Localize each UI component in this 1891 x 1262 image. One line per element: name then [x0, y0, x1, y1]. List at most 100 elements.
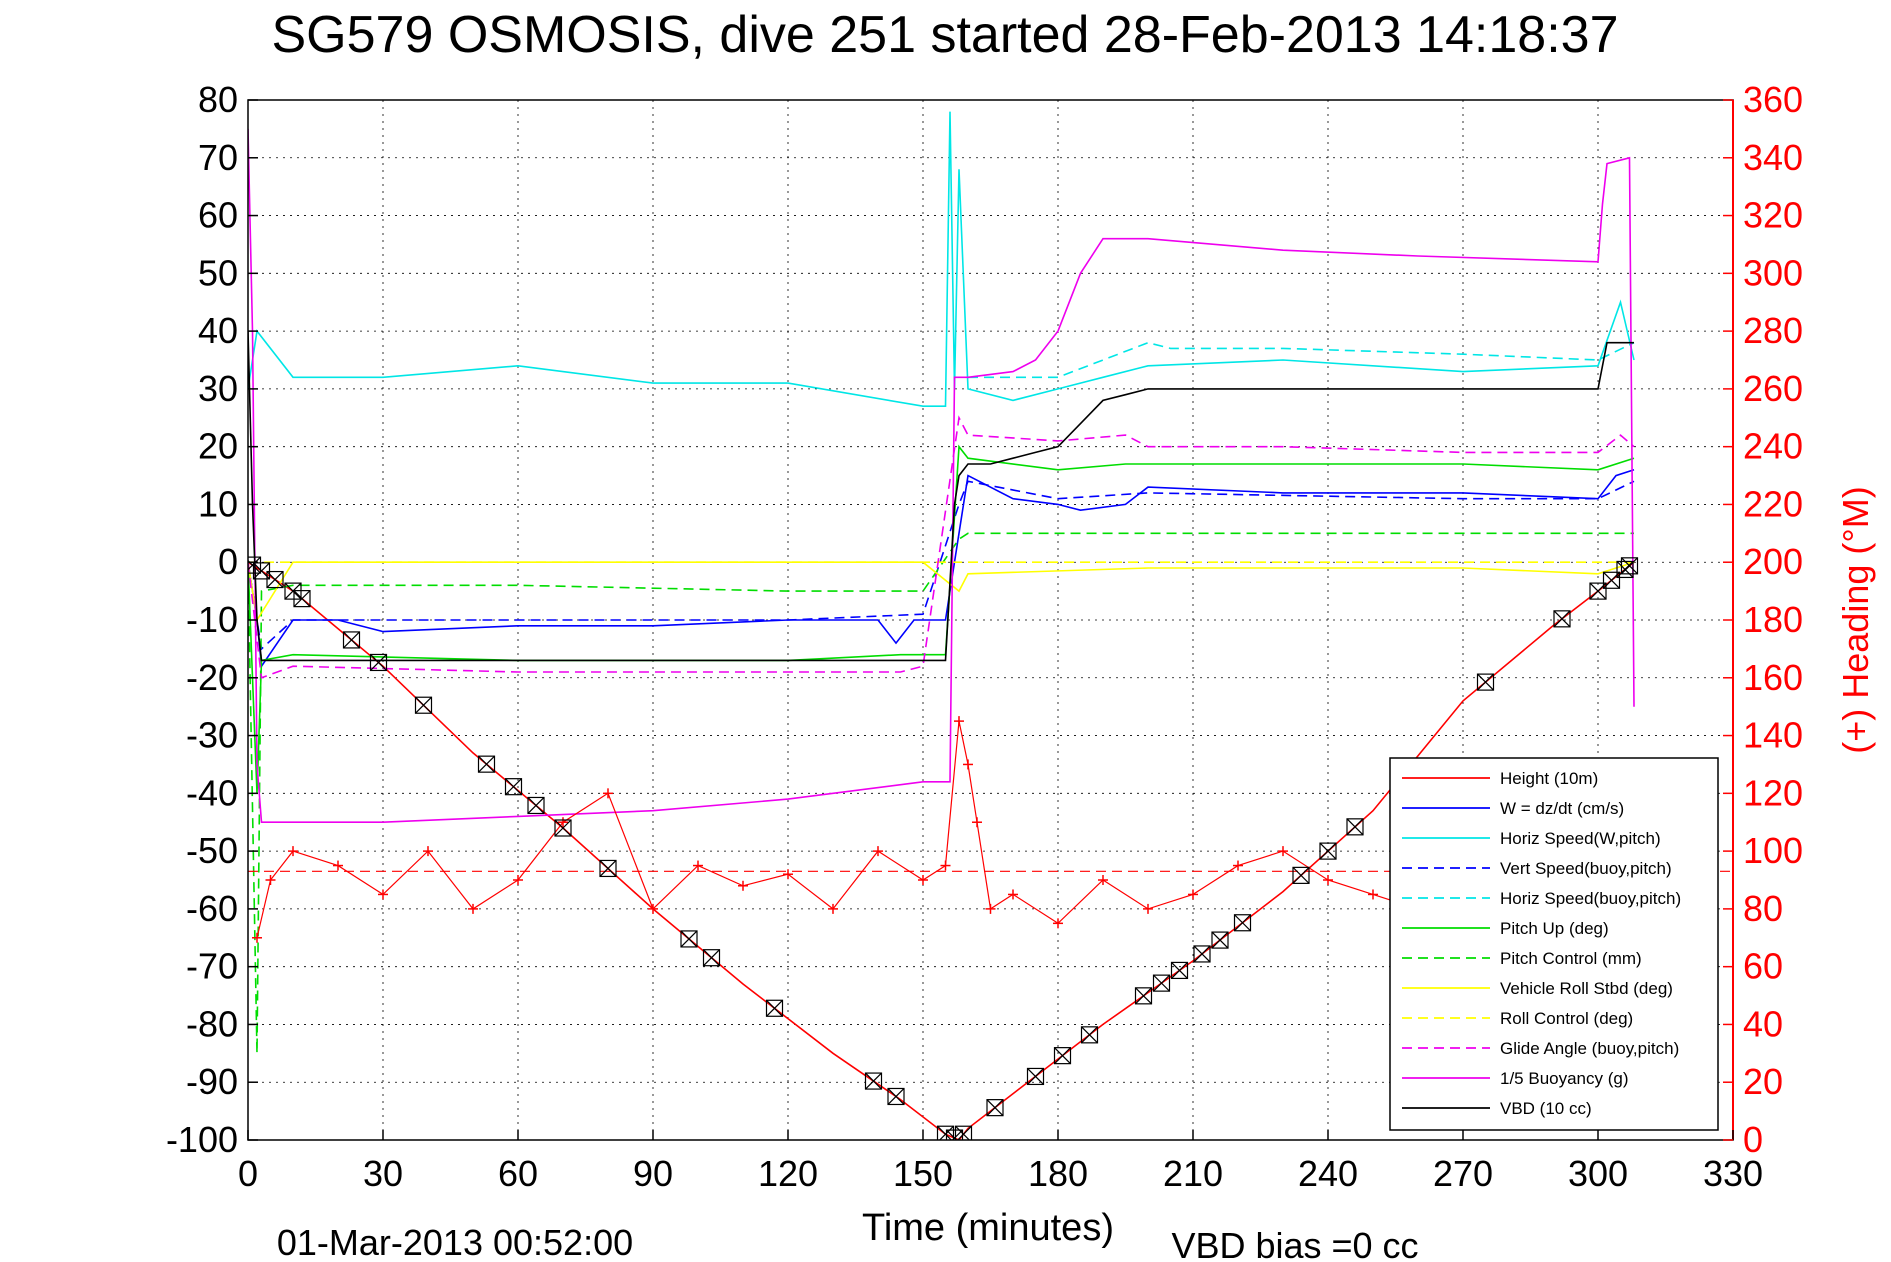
y-axis-right-ticks: 3603403203002802602402202001801601401201… [1723, 79, 1803, 1160]
y-left-tick-label: -100 [166, 1119, 238, 1160]
legend-label: W = dz/dt (cm/s) [1500, 799, 1624, 818]
profile-marker [1620, 557, 1639, 575]
y-left-tick-label: 0 [218, 541, 238, 582]
heading-point [333, 860, 343, 871]
y-right-tick-label: 120 [1743, 772, 1803, 813]
heading-point [1368, 889, 1378, 900]
heading-point [1233, 860, 1243, 871]
y-left-tick-label: 80 [198, 79, 238, 120]
series-vbd-10-cc [248, 331, 1634, 662]
y-right-tick-label: 100 [1743, 830, 1803, 871]
heading-point [918, 875, 928, 885]
legend-entry: Horiz Speed(W,pitch) [1402, 829, 1661, 848]
profile-marker [1346, 818, 1364, 836]
profile-marker [765, 999, 784, 1017]
y-right-tick-label: 200 [1743, 541, 1803, 582]
heading-point [378, 889, 388, 900]
legend-entry: 1/5 Buoyancy (g) [1402, 1069, 1629, 1088]
legend-label: Vert Speed(buoy,pitch) [1500, 859, 1672, 878]
profile-marker [504, 778, 523, 796]
y-left-tick-label: 40 [198, 310, 238, 351]
legend-entry: Vehicle Roll Stbd (deg) [1402, 979, 1673, 998]
profile-marker [887, 1087, 905, 1106]
heading-point [1053, 918, 1063, 929]
heading-point [1098, 875, 1108, 885]
heading-point [1143, 903, 1153, 914]
y-right-tick-label: 60 [1743, 946, 1783, 987]
heading-point [265, 875, 276, 885]
profile-marker [1053, 1047, 1072, 1065]
heading-point [940, 860, 951, 871]
x-tick-label: 180 [1028, 1153, 1088, 1194]
heading-point [423, 846, 433, 857]
legend-entry: Pitch Control (mm) [1402, 949, 1642, 968]
y-left-tick-label: 10 [198, 483, 238, 524]
heading-point [603, 788, 613, 799]
heading-point [1323, 875, 1333, 885]
profile-marker [1134, 987, 1153, 1005]
y-right-tick-label: 320 [1743, 195, 1803, 236]
heading-point [513, 875, 523, 885]
heading-point [738, 880, 748, 891]
profile-marker [1233, 914, 1252, 932]
y-right-tick-label: 240 [1743, 426, 1803, 467]
heading-point [693, 860, 703, 871]
y-left-tick-label: -10 [186, 599, 238, 640]
profile-marker [248, 556, 262, 574]
x-tick-label: 0 [238, 1153, 258, 1194]
legend-label: Glide Angle (buoy,pitch) [1500, 1039, 1679, 1058]
profile-marker [1193, 945, 1211, 963]
legend-label: Roll Control (deg) [1500, 1009, 1633, 1028]
heading-point [985, 903, 996, 914]
legend-label: VBD (10 cc) [1500, 1099, 1592, 1118]
legend-entry: Horiz Speed(buoy,pitch) [1402, 889, 1681, 908]
legend-label: Height (10m) [1500, 769, 1598, 788]
heading-point [1188, 889, 1198, 900]
y-left-tick-label: -30 [186, 715, 238, 756]
profile-marker [342, 631, 361, 649]
y-right-tick-label: 140 [1743, 715, 1803, 756]
profile-marker [1319, 842, 1337, 860]
profile-marker [1152, 974, 1171, 992]
heading-point [954, 716, 964, 727]
y-right-tick-label: 220 [1743, 483, 1803, 524]
chart-title: SG579 OSMOSIS, dive 251 started 28-Feb-2… [271, 6, 1618, 64]
legend-box [1389, 757, 1719, 1131]
profile-marker [599, 859, 617, 878]
series-pitch-control-mm [248, 532, 1634, 1054]
y-right-tick-label: 260 [1743, 368, 1803, 409]
heading-point [468, 903, 478, 914]
y-left-tick-label: -60 [186, 888, 238, 929]
vbd-bias-label: VBD bias =0 cc [1171, 1225, 1418, 1262]
end-time-label: 01-Mar-2013 00:52:00 [277, 1222, 633, 1262]
x-tick-label: 330 [1703, 1153, 1763, 1194]
profile-marker [1602, 571, 1621, 589]
profile-marker [477, 755, 496, 773]
heading-point [1278, 846, 1288, 857]
heading-point [288, 846, 298, 857]
x-tick-label: 240 [1298, 1153, 1358, 1194]
x-axis-ticks: 0 30 60 90 120 150 180 210 240 270 300 330 [238, 1130, 1763, 1194]
series-vehicle-roll-stbd-deg [248, 561, 1635, 623]
y-right-tick-label: 360 [1743, 79, 1803, 120]
y-right-tick-label: 0 [1743, 1119, 1763, 1160]
heading-point [252, 932, 262, 943]
y-right-tick-label: 300 [1743, 252, 1803, 293]
legend-entry: Vert Speed(buoy,pitch) [1402, 859, 1672, 878]
y-left-tick-label: -50 [186, 830, 238, 871]
heading-point [873, 846, 883, 857]
heading-point [963, 759, 973, 770]
profile-marker [702, 949, 721, 967]
y-right-tick-label: 160 [1743, 657, 1803, 698]
legend: Height (10m) W = dz/dt (cm/s) Horiz Speed(… [1389, 757, 1719, 1131]
y-right-tick-label: 280 [1743, 310, 1803, 351]
y-axis-left-ticks: 80 70 60 50 40 30 20 10 0 -10 -20 -30 -40 -50 -60 -70 -8… [166, 79, 258, 1160]
profile-marker [680, 930, 698, 948]
y-left-tick-label: -90 [186, 1061, 238, 1102]
x-tick-label: 270 [1433, 1153, 1493, 1194]
series-horiz-speed-buoy-pitch [968, 341, 1635, 379]
y-left-tick-label: -40 [186, 772, 238, 813]
profile-marker [266, 570, 284, 589]
y-right-tick-label: 40 [1743, 1003, 1783, 1044]
